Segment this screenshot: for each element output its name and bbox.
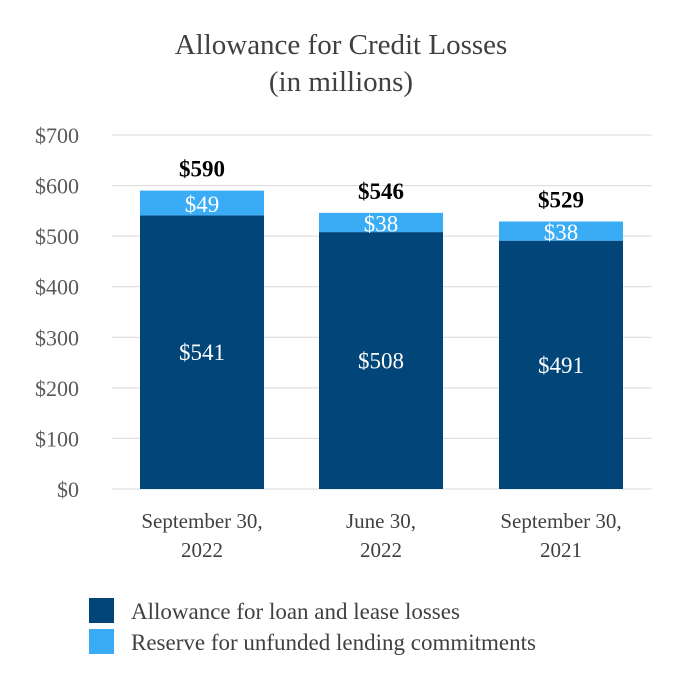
y-tick-label: $700: [35, 123, 79, 148]
bar-segment-allowance: [319, 232, 443, 489]
bars: $541 $49 $590 $508 $38 $546 $491 $38 $529: [140, 157, 623, 489]
segment-value-label: $491: [538, 353, 584, 378]
chart-title-line-1: Allowance for Credit Losses: [175, 29, 508, 61]
y-axis-ticks: $0 $100 $200 $300 $400 $500 $600 $700: [35, 123, 79, 502]
segment-value-label: $38: [544, 220, 579, 245]
segment-value-label: $38: [364, 211, 399, 236]
legend-swatch-allowance: [89, 598, 114, 623]
x-axis-category-label: September 30, 2021: [500, 509, 621, 562]
total-value-label: $529: [538, 187, 584, 212]
y-tick-label: $500: [35, 224, 79, 249]
x-axis-labels: September 30, 2022 June 30, 2022 September 3…: [141, 509, 621, 562]
chart-title-line-2: (in millions): [269, 66, 413, 98]
legend: Allowance for loan and lease losses Reser…: [89, 598, 536, 655]
total-value-label: $590: [179, 157, 225, 182]
y-tick-label: $100: [35, 426, 79, 451]
y-tick-label: $200: [35, 376, 79, 401]
segment-value-label: $508: [358, 349, 404, 374]
segment-value-label: $541: [179, 340, 225, 365]
legend-swatch-reserve: [89, 629, 114, 654]
y-tick-label: $0: [57, 477, 79, 502]
x-axis-category-label: June 30, 2022: [346, 509, 416, 562]
segment-value-label: $49: [185, 192, 220, 217]
bar-segment-reserve: [140, 190, 264, 216]
chart-title: Allowance for Credit Losses (in millions): [175, 29, 508, 98]
y-tick-label: $300: [35, 325, 79, 350]
bar-segment-reserve: [499, 221, 623, 241]
y-tick-label: $400: [35, 275, 79, 300]
x-axis-category-label: September 30, 2022: [141, 509, 262, 562]
bar-segment-allowance: [140, 215, 264, 489]
y-tick-label: $600: [35, 174, 79, 199]
bar-segment-allowance: [499, 240, 623, 489]
bar-segment-reserve: [319, 212, 443, 233]
total-value-label: $546: [358, 179, 404, 204]
legend-label: Reserve for unfunded lending commitments: [131, 630, 536, 655]
legend-label: Allowance for loan and lease losses: [131, 599, 460, 624]
